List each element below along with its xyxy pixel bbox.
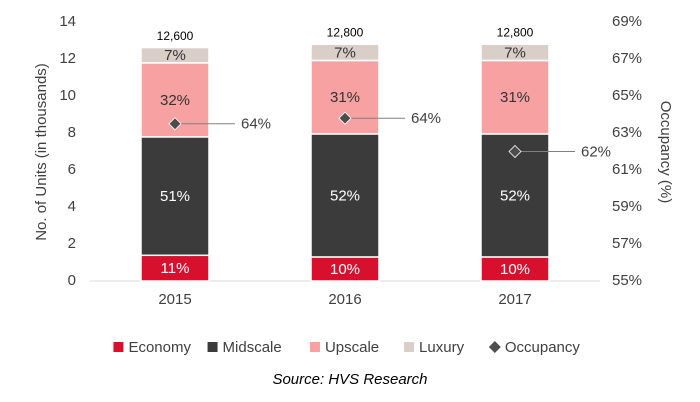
total-label: 12,800 — [327, 25, 364, 39]
legend-label: Upscale — [325, 339, 379, 356]
data-label: 10% — [330, 261, 360, 278]
y2-tick-label: 55% — [612, 272, 642, 289]
bar-segment — [480, 59, 550, 135]
data-label: 51% — [160, 188, 190, 205]
bar-segment — [140, 136, 210, 257]
data-label: 31% — [330, 89, 360, 106]
legend-swatch — [207, 342, 218, 352]
y2-tick-label: 69% — [612, 13, 642, 30]
y-axis-label: No. of Units (in thousands) — [33, 63, 50, 241]
legend-swatch — [113, 342, 124, 352]
x-tick-label: 2016 — [328, 291, 361, 308]
bar-segment — [310, 256, 380, 282]
legend-label: Luxury — [419, 339, 465, 356]
legend-swatch — [488, 341, 501, 353]
x-tick-label: 2015 — [158, 291, 191, 308]
occupancy-marker — [338, 111, 352, 125]
legend-swatch — [309, 342, 320, 352]
y-tick-label: 14 — [59, 13, 76, 30]
y-tick-label: 2 — [68, 235, 76, 252]
legend-label: Economy — [128, 339, 191, 356]
data-label: 32% — [160, 92, 190, 109]
legend-label: Occupancy — [505, 339, 581, 356]
legend-swatch — [404, 342, 415, 352]
y-tick-label: 6 — [68, 161, 76, 178]
bar-segment — [140, 46, 210, 64]
total-label: 12,800 — [497, 25, 534, 39]
data-label: 11% — [161, 260, 190, 277]
y2-tick-label: 67% — [612, 50, 642, 67]
y2-tick-label: 63% — [612, 124, 642, 141]
bar-segment — [480, 43, 550, 62]
occupancy-label: 64% — [411, 110, 441, 127]
total-label: 12,600 — [157, 29, 194, 43]
bar-segment — [310, 43, 380, 62]
occupancy-marker — [168, 117, 182, 131]
y2-tick-label: 59% — [612, 198, 642, 215]
occupancy-label: 64% — [241, 116, 271, 133]
data-label: 7% — [334, 44, 356, 61]
bar-segment — [310, 133, 380, 258]
occupancy-marker — [508, 144, 522, 159]
occupancy-label: 62% — [581, 143, 611, 160]
data-label: 52% — [330, 187, 360, 204]
data-label: 52% — [500, 187, 530, 204]
legend-label: Midscale — [223, 339, 282, 356]
data-label: 7% — [164, 47, 186, 64]
bar-segment — [480, 256, 550, 282]
y2-tick-label: 57% — [612, 235, 642, 252]
x-tick-label: 2017 — [498, 291, 531, 308]
bar-segment — [140, 254, 210, 282]
data-label: 10% — [500, 261, 530, 278]
y-tick-label: 8 — [68, 124, 76, 141]
y-tick-label: 10 — [59, 87, 76, 104]
y-tick-label: 0 — [68, 272, 76, 289]
source-note: Source: HVS Research — [272, 371, 427, 388]
data-label: 7% — [504, 44, 526, 61]
y-tick-label: 12 — [59, 50, 76, 67]
y2-axis-label: Occupancy (%) — [657, 101, 674, 204]
y2-tick-label: 65% — [612, 87, 642, 104]
y2-tick-label: 61% — [612, 161, 642, 178]
y-tick-label: 4 — [68, 198, 76, 215]
data-label: 31% — [500, 89, 530, 106]
